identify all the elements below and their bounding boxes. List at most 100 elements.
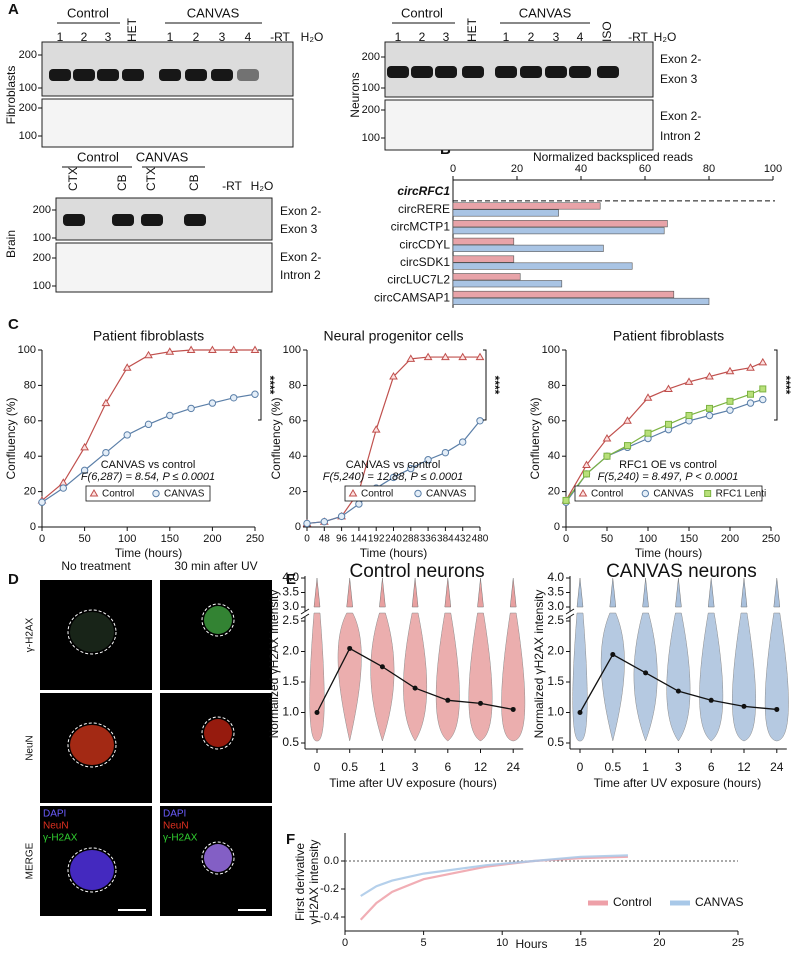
lane-label: 1 bbox=[395, 30, 402, 44]
row-label: NeuN bbox=[25, 735, 36, 761]
x-tick-label: 150 bbox=[161, 533, 179, 545]
category-label: circSDK1 bbox=[400, 255, 450, 269]
significance-bracket bbox=[774, 349, 778, 421]
nucleus bbox=[204, 606, 232, 634]
x-tick-label: 100 bbox=[764, 163, 782, 175]
mean-point bbox=[774, 706, 780, 712]
sample-label: Neurons bbox=[348, 72, 362, 117]
bar bbox=[452, 237, 515, 245]
data-point bbox=[59, 484, 67, 492]
data-point bbox=[747, 390, 754, 398]
size-marker: 200 bbox=[33, 204, 51, 216]
x-tick-label: 0 bbox=[39, 533, 45, 545]
legend-label: CANVAS bbox=[653, 489, 694, 500]
x-tick-label: 12 bbox=[737, 760, 751, 774]
lane-label: 4 bbox=[245, 30, 252, 44]
mean-point bbox=[708, 697, 714, 703]
data-point bbox=[144, 420, 153, 429]
y-tick-label: 80 bbox=[24, 379, 36, 391]
swarm-cloud bbox=[309, 612, 325, 742]
swarm-upper bbox=[411, 577, 419, 608]
data-point bbox=[208, 345, 217, 353]
swarm-cloud bbox=[732, 612, 756, 742]
data-point bbox=[424, 456, 432, 464]
data-point bbox=[371, 425, 381, 433]
y-axis-title: Normalized γH2AX intensity bbox=[532, 590, 546, 739]
data-point bbox=[759, 395, 767, 404]
gel-band bbox=[184, 214, 206, 226]
nucleus-outline bbox=[201, 603, 235, 637]
series-line bbox=[359, 855, 628, 921]
data-point bbox=[337, 512, 346, 521]
chart-title: Patient fibroblasts bbox=[613, 328, 724, 344]
swarm-upper bbox=[346, 577, 353, 608]
x-tick-label: 24 bbox=[770, 760, 784, 774]
x-tick-label: 5 bbox=[421, 937, 427, 949]
x-tick-label: 144 bbox=[351, 534, 368, 545]
row-label: γ-H2AX bbox=[25, 617, 36, 652]
swarm-cloud bbox=[370, 612, 395, 742]
x-tick-label: 100 bbox=[118, 533, 136, 545]
lane-label: H₂O bbox=[301, 30, 324, 44]
legend-marker bbox=[704, 490, 712, 497]
nucleus bbox=[70, 850, 114, 890]
x-tick-label: 0.5 bbox=[604, 760, 621, 774]
gel-band bbox=[435, 66, 457, 78]
y-tick-label: 80 bbox=[548, 379, 560, 391]
y-tick-label: 1.0 bbox=[547, 705, 564, 719]
swarm-cloud bbox=[572, 612, 588, 742]
size-marker: 100 bbox=[19, 82, 37, 94]
y-tick-label: 1.5 bbox=[282, 674, 299, 688]
nucleus bbox=[70, 725, 114, 765]
mean-point bbox=[510, 706, 516, 712]
lane-label: 4 bbox=[577, 30, 584, 44]
product-label: Intron 2 bbox=[660, 129, 701, 143]
lane-label: H₂O bbox=[251, 179, 274, 193]
row-label: MERGE bbox=[25, 842, 36, 879]
lane-label: CTX bbox=[66, 167, 80, 191]
data-point bbox=[144, 350, 153, 359]
gel-band bbox=[63, 214, 85, 226]
x-tick-label: 192 bbox=[368, 534, 385, 545]
annotation: F(6,287) = 8.54, P ≤ 0.0001 bbox=[81, 471, 215, 483]
x-tick-label: 20 bbox=[511, 163, 523, 175]
data-point bbox=[705, 411, 714, 420]
y-tick-label: 20 bbox=[24, 486, 36, 498]
x-tick-label: 200 bbox=[721, 533, 739, 545]
annotation: F(5,240) = 12.88, P ≤ 0.0001 bbox=[323, 471, 463, 483]
x-tick-label: 1 bbox=[379, 760, 386, 774]
data-point bbox=[250, 345, 260, 353]
data-point bbox=[476, 417, 484, 425]
legend-label: CANVAS bbox=[164, 489, 205, 500]
y-tick-label: 3.0 bbox=[282, 599, 299, 613]
panel-letter: A bbox=[8, 1, 19, 18]
significance: **** bbox=[488, 376, 502, 395]
y-tick-label: 40 bbox=[24, 450, 36, 462]
axis-break bbox=[565, 608, 575, 620]
size-marker: 200 bbox=[362, 104, 380, 116]
annotation: RFC1 OE vs control bbox=[619, 459, 717, 471]
significance: **** bbox=[779, 376, 793, 395]
data-point bbox=[665, 420, 672, 428]
x-tick-label: 80 bbox=[703, 163, 715, 175]
y-tick-label: 40 bbox=[548, 450, 560, 462]
category-label: circRERE bbox=[398, 202, 450, 216]
data-point bbox=[407, 464, 415, 473]
x-tick-label: 384 bbox=[437, 534, 454, 545]
legend-label: Control bbox=[591, 489, 623, 500]
data-point bbox=[759, 385, 767, 393]
data-point bbox=[208, 399, 217, 407]
chart-title: Neural progenitor cells bbox=[323, 328, 463, 344]
data-point bbox=[746, 399, 755, 407]
channel-label: DAPI bbox=[163, 809, 186, 820]
swarm-cloud bbox=[633, 612, 658, 742]
annotation: CANVAS vs control bbox=[101, 459, 196, 471]
chart-title: CANVAS neurons bbox=[606, 561, 757, 582]
legend-label: Control bbox=[613, 895, 652, 909]
y-axis-title: Normalized γH2AX intensity bbox=[267, 590, 281, 739]
gel-image bbox=[41, 98, 294, 148]
sample-label: Brain bbox=[4, 230, 18, 258]
swarm-upper bbox=[740, 577, 748, 608]
product-label: Exon 3 bbox=[280, 222, 318, 236]
lane-label: 3 bbox=[219, 30, 226, 44]
